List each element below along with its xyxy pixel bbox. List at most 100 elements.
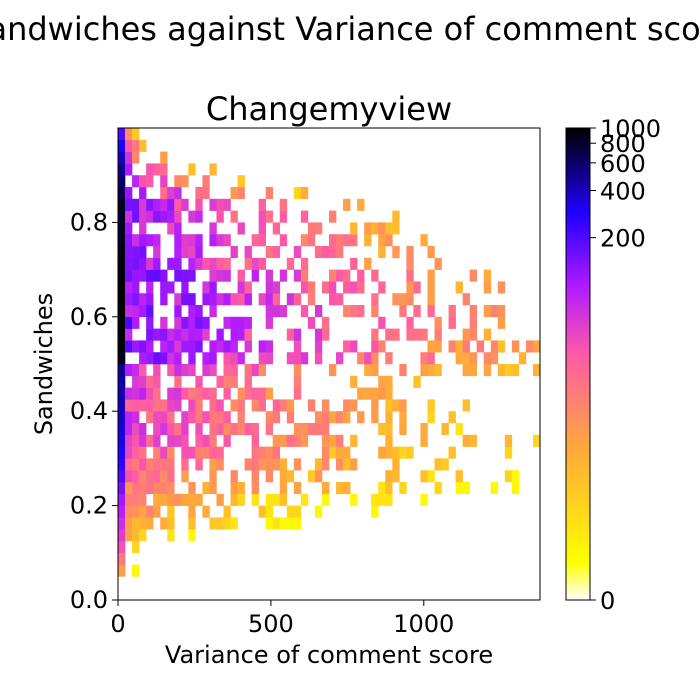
heatmap-cell <box>483 281 492 294</box>
heatmap-cell <box>385 411 393 424</box>
heatmap-cell <box>300 210 309 223</box>
heatmap-cell <box>188 446 196 459</box>
heatmap-cell <box>378 222 386 235</box>
heatmap-cell <box>532 364 541 377</box>
heatmap-cell <box>174 387 182 400</box>
heatmap-cell <box>132 234 140 247</box>
heatmap-cell <box>455 470 463 483</box>
heatmap-cell <box>195 234 203 247</box>
heatmap-cell <box>490 305 499 318</box>
heatmap-cell <box>490 482 499 495</box>
heatmap-cell <box>139 505 147 518</box>
heatmap-cell <box>336 446 344 459</box>
heatmap-cell <box>237 352 245 365</box>
heatmap-cell <box>321 281 330 294</box>
heatmap-cell <box>265 187 274 200</box>
heatmap-cell <box>160 316 168 329</box>
heatmap-cell <box>139 446 147 459</box>
heatmap-cell <box>279 210 288 223</box>
heatmap-cell <box>132 529 140 542</box>
heatmap-cell <box>132 505 140 518</box>
heatmap-cell <box>343 411 351 424</box>
heatmap-cell <box>125 470 133 483</box>
heatmap-cell <box>265 458 274 471</box>
heatmap-cell <box>132 257 140 270</box>
heatmap-cell <box>146 352 154 365</box>
heatmap-cell <box>413 328 421 341</box>
heatmap-cell <box>146 399 154 412</box>
heatmap-cell <box>371 364 379 377</box>
heatmap-cell <box>118 352 126 365</box>
heatmap-cell <box>146 482 154 495</box>
heatmap-cell <box>265 269 274 282</box>
heatmap-cell <box>188 305 196 318</box>
heatmap-cell <box>195 328 203 341</box>
heatmap-cell <box>125 281 133 294</box>
heatmap-cell <box>343 198 351 211</box>
heatmap-cell <box>476 340 485 353</box>
chart-title: Changemyview <box>206 90 452 128</box>
heatmap-cell <box>265 352 274 365</box>
heatmap-cell <box>293 375 302 388</box>
heatmap-cell <box>406 446 414 459</box>
heatmap-cell <box>223 198 231 211</box>
heatmap-cell <box>195 198 203 211</box>
heatmap-cell <box>174 293 182 306</box>
heatmap-cell <box>272 411 281 424</box>
heatmap-cell <box>244 387 252 400</box>
heatmap-cell <box>139 257 147 270</box>
heatmap-cell <box>265 470 274 483</box>
heatmap-cell <box>286 257 295 270</box>
heatmap-cell <box>350 458 358 471</box>
heatmap-cell <box>139 340 147 353</box>
heatmap-cell <box>244 458 252 471</box>
heatmap-cell <box>118 163 126 176</box>
heatmap-cell <box>146 198 154 211</box>
heatmap-cell <box>202 352 210 365</box>
heatmap-cell <box>279 305 288 318</box>
heatmap-cell <box>118 364 126 377</box>
heatmap-cell <box>209 198 217 211</box>
heatmap-cell <box>188 210 196 223</box>
heatmap-cell <box>181 198 189 211</box>
heatmap-cell <box>160 482 168 495</box>
heatmap-cell <box>385 387 393 400</box>
heatmap-cell <box>350 434 358 447</box>
heatmap-cell <box>139 175 147 188</box>
heatmap-cell <box>364 257 372 270</box>
heatmap-cell <box>392 458 400 471</box>
heatmap-cell <box>216 328 224 341</box>
heatmap-cell <box>153 364 161 377</box>
heatmap-cell <box>406 328 414 341</box>
heatmap-cell <box>230 352 238 365</box>
heatmap-cell <box>343 281 351 294</box>
heatmap-cell <box>174 340 182 353</box>
heatmap-cell <box>118 529 126 542</box>
heatmap-cell <box>160 187 168 200</box>
heatmap-cell <box>237 175 245 188</box>
heatmap-cell <box>216 269 224 282</box>
heatmap-cell <box>427 293 435 306</box>
heatmap-cell <box>321 399 330 412</box>
heatmap-cell <box>469 328 477 341</box>
heatmap-cell <box>399 293 407 306</box>
heatmap-cell <box>160 470 168 483</box>
heatmap-cell <box>160 340 168 353</box>
heatmap-cell <box>125 423 133 436</box>
heatmap-cell <box>209 305 217 318</box>
heatmap-cell <box>146 234 154 247</box>
heatmap-cell <box>125 257 133 270</box>
heatmap-cell <box>160 151 168 164</box>
heatmap-cell <box>371 387 379 400</box>
heatmap-cell <box>195 446 203 459</box>
x-tick-label: 0 <box>110 610 125 638</box>
heatmap-cell <box>378 423 386 436</box>
heatmap-cell <box>174 198 182 211</box>
heatmap-cell <box>483 328 492 341</box>
heatmap-cell <box>251 493 259 506</box>
plot-frame <box>117 127 541 601</box>
heatmap-cell <box>399 423 407 436</box>
heatmap-cell <box>118 222 126 235</box>
y-tick-label: 0.2 <box>70 492 108 520</box>
heatmap-cell <box>132 482 140 495</box>
